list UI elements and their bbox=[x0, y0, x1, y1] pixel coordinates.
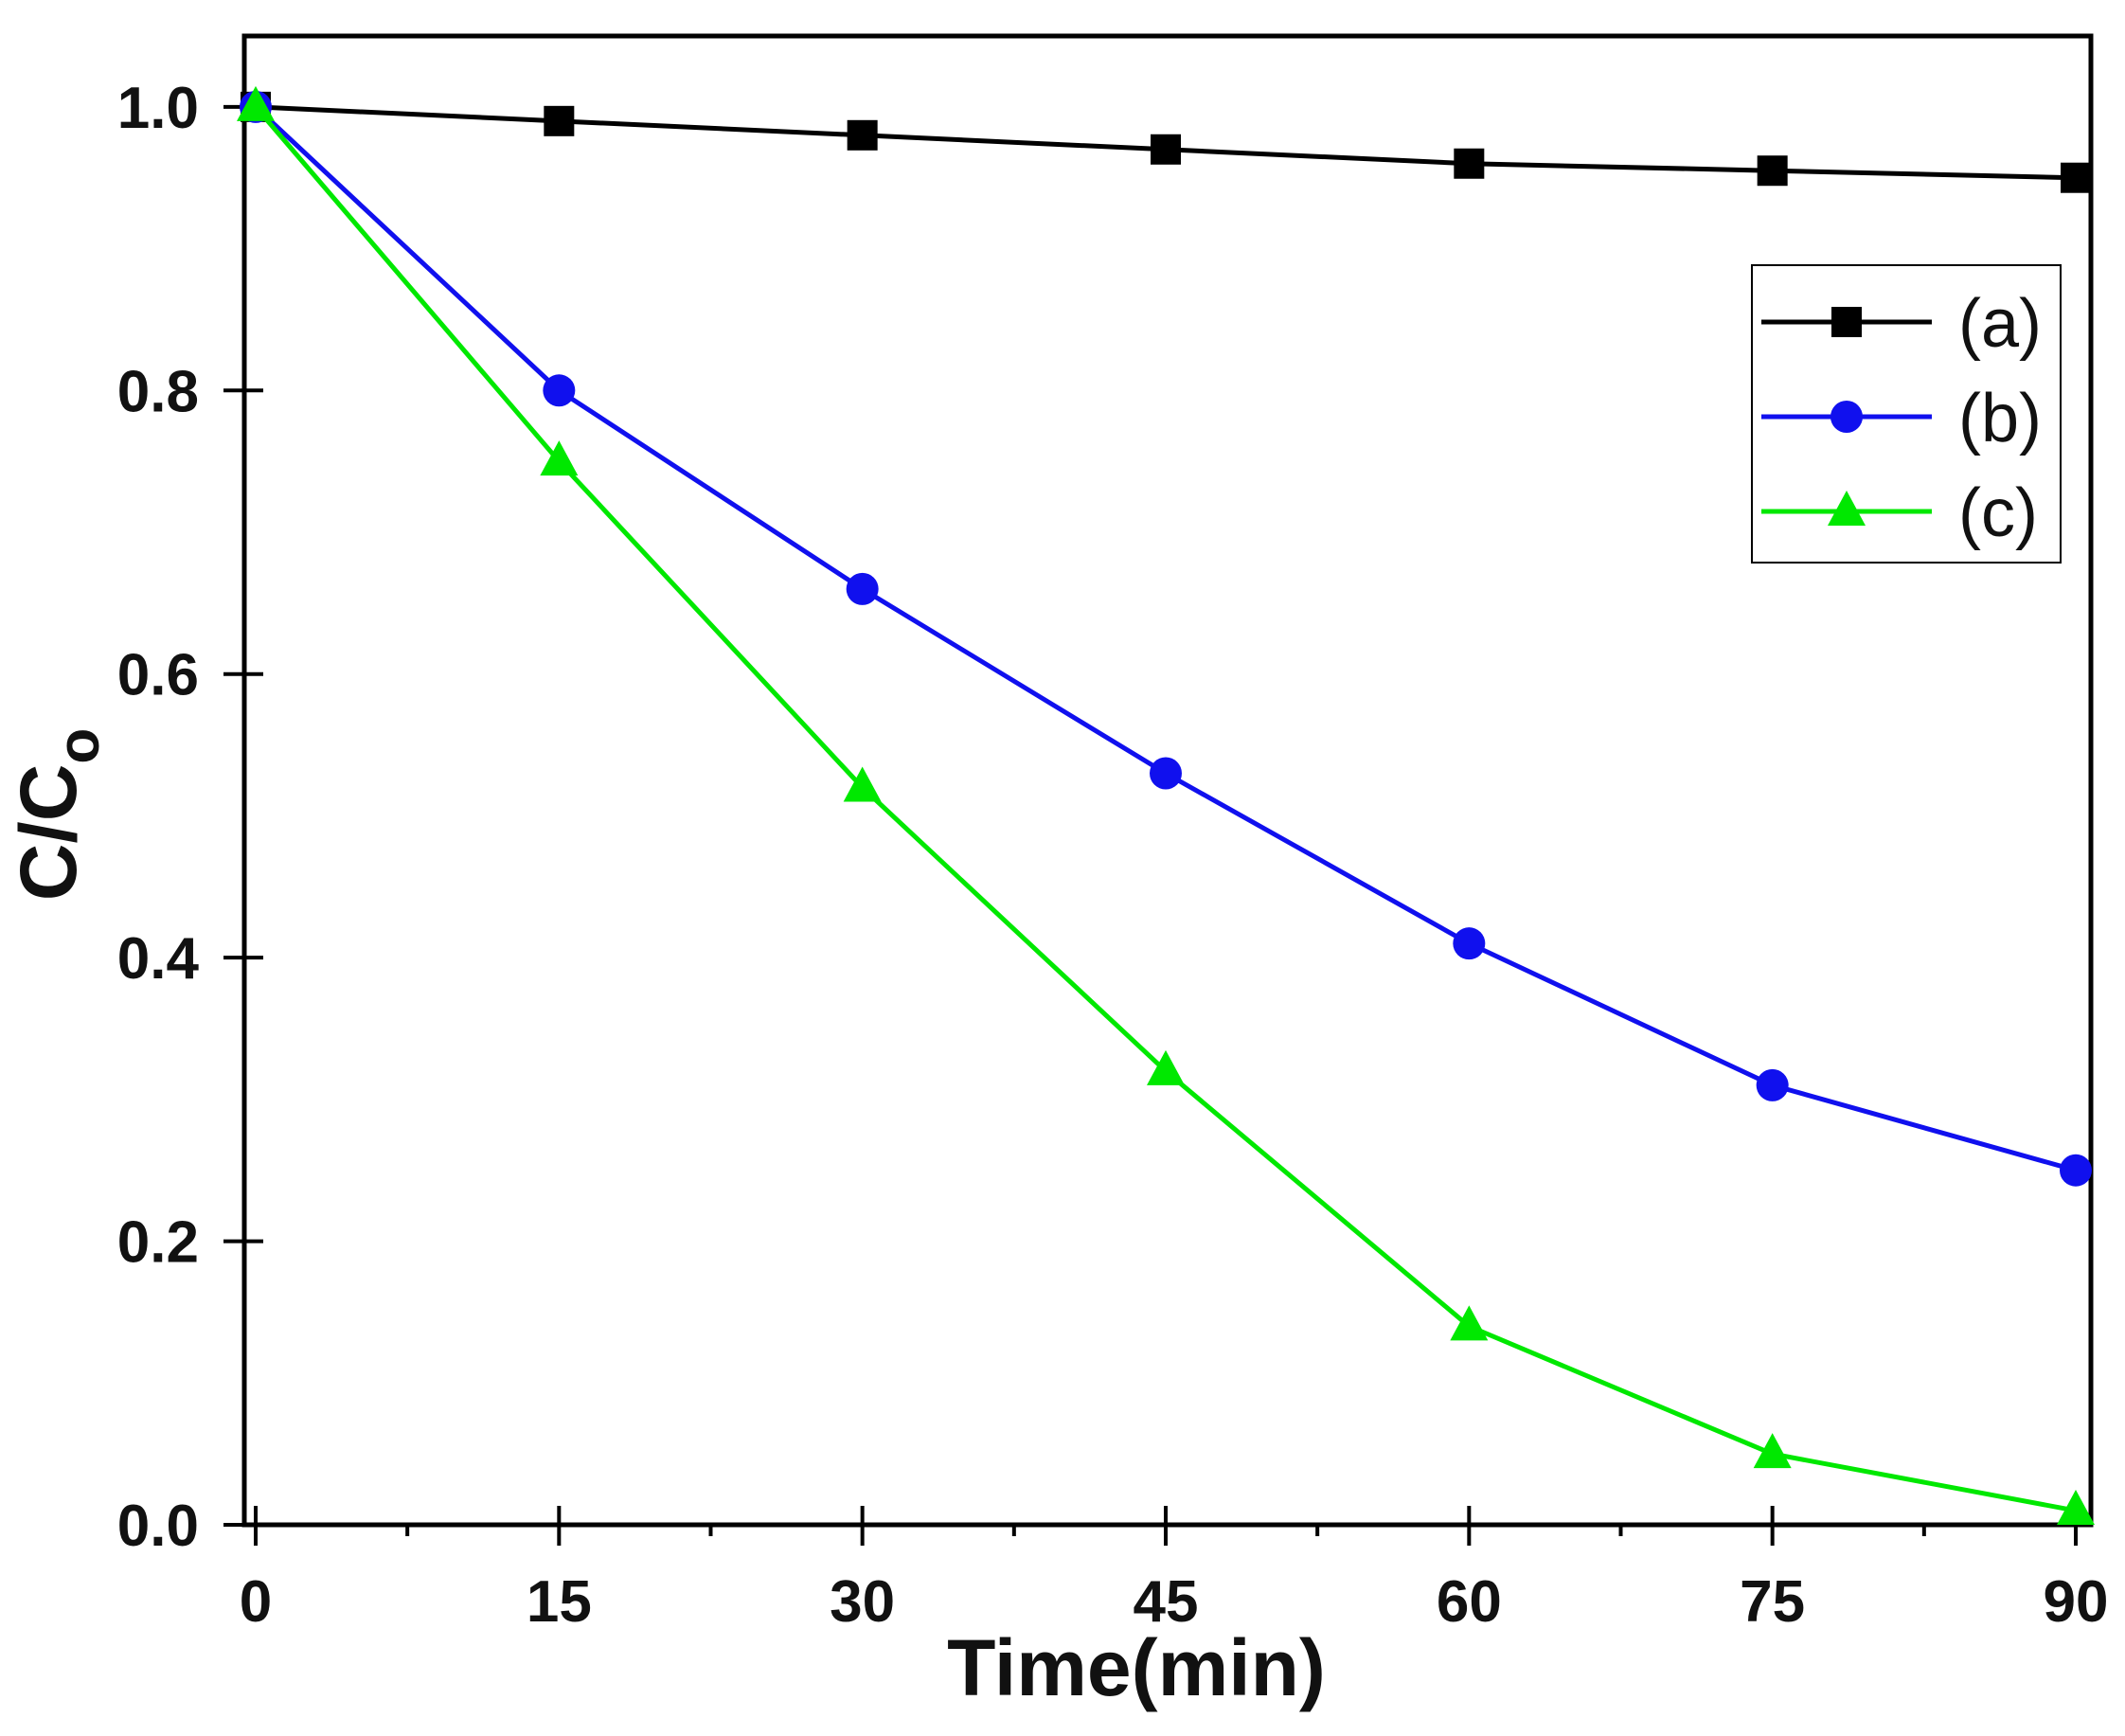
x-axis-ticks: 0 15 30 45 60 75 90 bbox=[240, 1506, 2109, 1635]
data-point bbox=[1454, 148, 1485, 179]
y-axis-title-main: C/C bbox=[4, 764, 93, 902]
legend-label: (a) bbox=[1958, 286, 2042, 362]
legend-marker bbox=[1831, 307, 1862, 337]
series-circle bbox=[240, 90, 2092, 1187]
data-point bbox=[1757, 155, 1788, 187]
data-point bbox=[1756, 1068, 1789, 1101]
data-point bbox=[2060, 1154, 2092, 1187]
series-square bbox=[241, 91, 2091, 193]
y-tick-label: 0.4 bbox=[117, 926, 200, 992]
y-tick-label: 1.0 bbox=[117, 76, 199, 141]
x-tick-label: 45 bbox=[1134, 1569, 1199, 1635]
legend-items: (a) (b) (c) bbox=[1761, 286, 2042, 551]
x-tick-label: 90 bbox=[2044, 1569, 2109, 1635]
data-point bbox=[2057, 1490, 2095, 1526]
data-point bbox=[843, 766, 882, 802]
data-point bbox=[2061, 162, 2091, 193]
x-axis-title: Time(min) bbox=[947, 1623, 1326, 1712]
y-tick-label: 0.0 bbox=[117, 1494, 199, 1559]
x-tick-label: 0 bbox=[240, 1569, 272, 1635]
y-tick-label: 0.8 bbox=[117, 359, 199, 424]
data-point bbox=[1150, 757, 1182, 790]
y-axis-title-subscript: o bbox=[46, 728, 112, 764]
legend-item: (b) bbox=[1761, 381, 2042, 456]
series-layer bbox=[237, 85, 2095, 1526]
x-tick-label: 15 bbox=[527, 1569, 592, 1635]
data-point bbox=[237, 85, 275, 121]
data-point bbox=[846, 572, 879, 605]
x-tick-label: 75 bbox=[1740, 1569, 1805, 1635]
data-point bbox=[1453, 927, 1486, 960]
data-point bbox=[1753, 1433, 1792, 1469]
legend-item: (c) bbox=[1761, 475, 2038, 551]
x-tick-label: 30 bbox=[830, 1569, 895, 1635]
data-point bbox=[543, 374, 576, 407]
data-point bbox=[544, 105, 575, 136]
y-tick-label: 0.2 bbox=[117, 1210, 199, 1276]
y-axis-title: C/Co bbox=[4, 728, 112, 902]
legend-marker bbox=[1828, 491, 1866, 526]
legend-label: (b) bbox=[1958, 381, 2042, 456]
y-tick-label: 0.6 bbox=[117, 643, 199, 708]
data-point bbox=[1147, 1049, 1185, 1085]
data-point bbox=[540, 440, 579, 476]
y-axis-ticks: 0.0 0.2 0.4 0.6 0.8 1.0 bbox=[117, 76, 263, 1559]
x-tick-label: 60 bbox=[1437, 1569, 1502, 1635]
data-point bbox=[847, 119, 878, 151]
data-point bbox=[1151, 134, 1181, 165]
legend-label: (c) bbox=[1958, 475, 2038, 551]
data-point bbox=[1450, 1305, 1489, 1341]
legend: (a) (b) (c) bbox=[1751, 264, 2062, 564]
legend-item: (a) bbox=[1761, 286, 2042, 362]
series-triangle bbox=[237, 85, 2095, 1526]
legend-marker bbox=[1830, 401, 1863, 433]
